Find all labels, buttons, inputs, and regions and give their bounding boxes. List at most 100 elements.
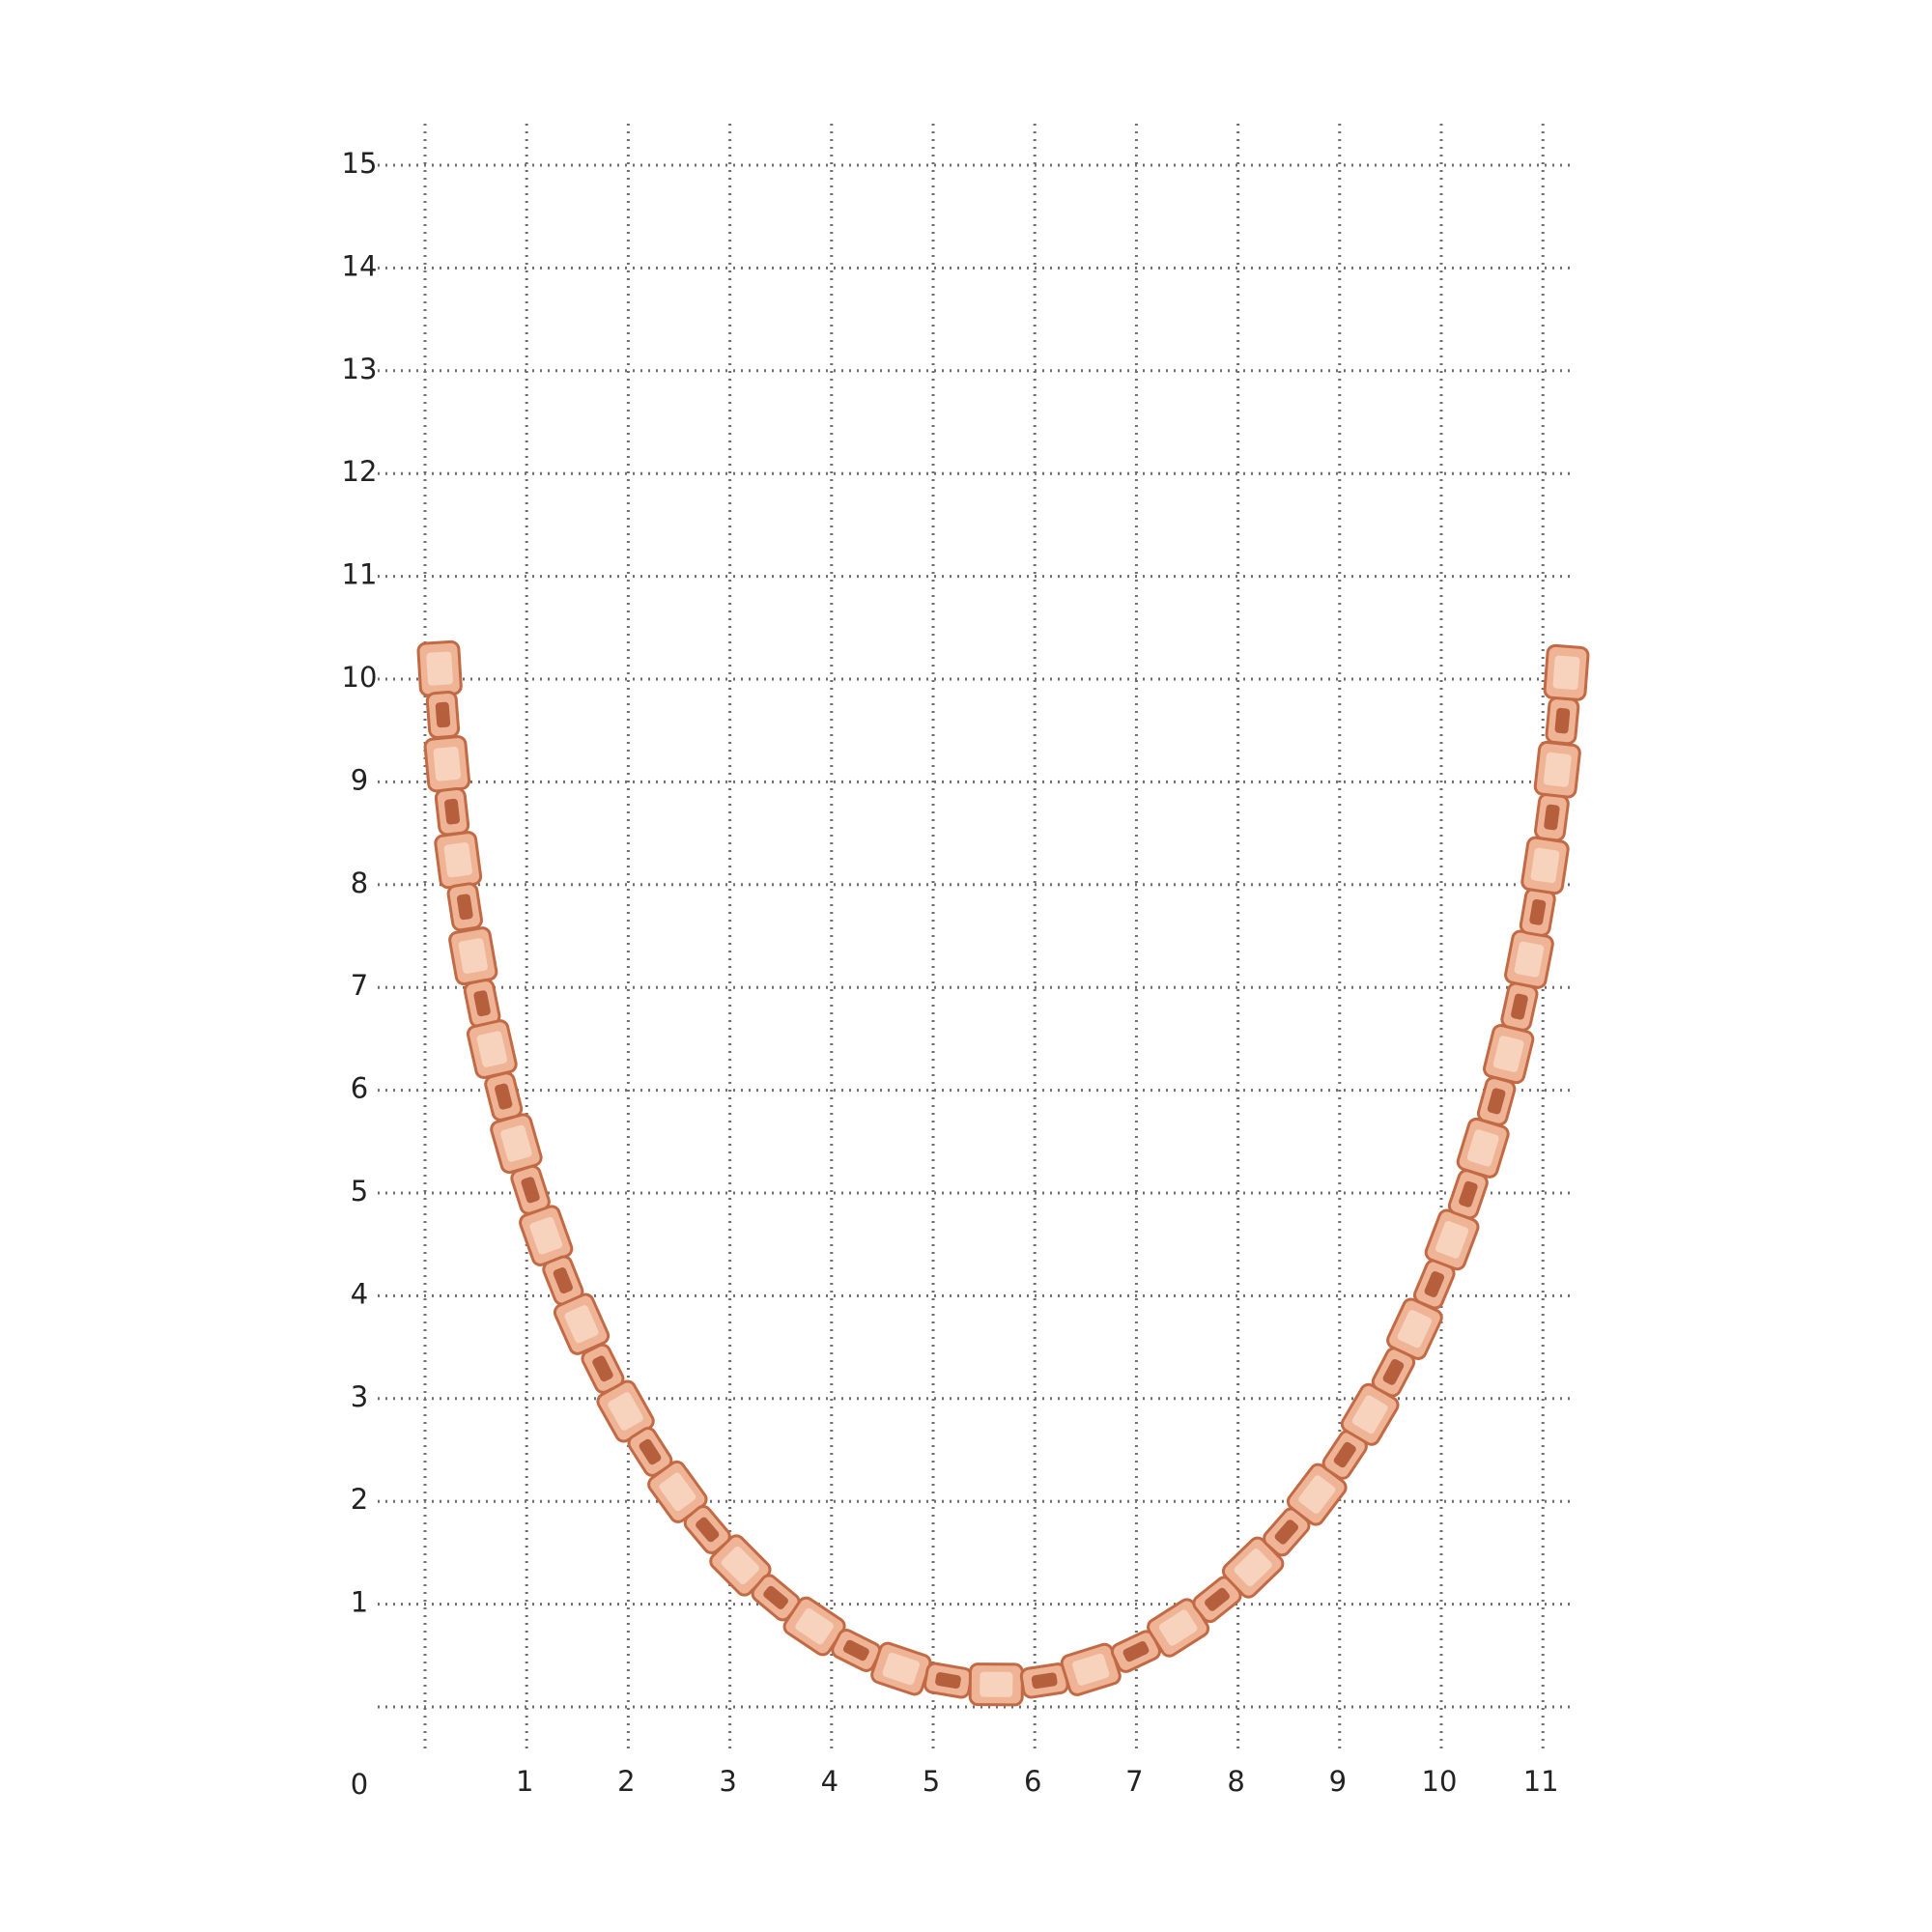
chain-link [1340, 1382, 1400, 1446]
link-hole [1435, 1221, 1469, 1259]
link-hole [443, 842, 472, 878]
link-hole [608, 1392, 643, 1431]
chain-link [1504, 929, 1554, 989]
link-hole [592, 1355, 613, 1382]
link-hole [426, 651, 453, 686]
y-label: 6 [351, 1072, 368, 1105]
y-label: 11 [342, 558, 378, 591]
y-label: 12 [342, 455, 378, 488]
x-label: 8 [1227, 1765, 1244, 1798]
y-label: 4 [351, 1277, 368, 1310]
y-label: 3 [351, 1380, 368, 1413]
chain [416, 639, 1590, 1707]
chain-link [1534, 792, 1570, 842]
chain-link [423, 735, 471, 793]
link-hole [935, 1672, 961, 1690]
link-hole [882, 1652, 921, 1686]
chain-link [831, 1628, 882, 1672]
link-hole [1492, 1036, 1524, 1072]
x-label: 11 [1523, 1765, 1559, 1798]
chain-link [709, 1534, 772, 1597]
x-label: 3 [719, 1765, 736, 1798]
chain-link [1456, 1117, 1510, 1179]
link-hole [1544, 804, 1560, 831]
x-label: 1 [516, 1765, 533, 1798]
link-hole [444, 798, 461, 825]
link-hole [458, 938, 488, 974]
link-hole [639, 1438, 662, 1465]
link-hole [842, 1639, 869, 1662]
link-hole [1459, 1180, 1478, 1208]
link-hole [495, 1083, 513, 1110]
x-label: 9 [1329, 1765, 1347, 1798]
y-label: 15 [342, 147, 378, 180]
y-label: 10 [342, 661, 378, 694]
chain-link [581, 1343, 625, 1394]
x-label: 4 [821, 1765, 838, 1798]
link-hole [476, 1031, 507, 1067]
chain-link [416, 639, 463, 697]
link-hole [1122, 1641, 1150, 1662]
y-label: 7 [351, 969, 368, 1002]
link-hole [1424, 1271, 1445, 1297]
chain-link [923, 1662, 973, 1699]
link-hole [1382, 1358, 1405, 1385]
chain-link [1447, 1169, 1489, 1220]
chain-link [1545, 696, 1580, 746]
y-label: 0 [351, 1768, 368, 1801]
y-label: 5 [351, 1175, 368, 1208]
chain-link [1533, 740, 1581, 799]
chain-link [466, 1019, 518, 1080]
link-hole [1514, 941, 1545, 978]
link-hole [1554, 707, 1571, 734]
link-hole [1205, 1587, 1230, 1611]
x-label: 6 [1024, 1765, 1041, 1798]
chain-link [434, 786, 470, 837]
x-label: 2 [617, 1765, 635, 1798]
y-label: 13 [342, 353, 378, 385]
chain-link [596, 1379, 655, 1443]
x-label: 5 [923, 1765, 940, 1798]
link-hole [473, 990, 491, 1017]
chain-link [1019, 1662, 1069, 1699]
link-hole [500, 1124, 532, 1162]
link-hole [795, 1607, 834, 1645]
y-label: 8 [351, 867, 368, 899]
link-hole [1530, 847, 1560, 884]
link-hole [721, 1546, 759, 1585]
link-hole [1158, 1609, 1198, 1646]
y-label: 9 [351, 763, 368, 796]
link-hole [696, 1517, 720, 1543]
link-hole [1487, 1088, 1506, 1115]
link-hole [456, 894, 473, 921]
link-hole [553, 1267, 573, 1293]
chain-link [425, 690, 461, 739]
chain-link [968, 1662, 1024, 1707]
chain-link [1500, 981, 1539, 1032]
link-hole [659, 1472, 696, 1512]
link-hole [763, 1585, 788, 1609]
link-hole [1072, 1653, 1110, 1686]
chain-link [1519, 887, 1556, 937]
chain-link [1147, 1598, 1210, 1658]
chain-link [519, 1205, 574, 1266]
link-hole [1234, 1548, 1272, 1587]
link-hole [1466, 1129, 1499, 1167]
link-hole [1543, 752, 1572, 787]
link-hole [1397, 1310, 1433, 1349]
x-label: 10 [1422, 1765, 1458, 1798]
y-label: 1 [351, 1586, 368, 1619]
link-hole [980, 1671, 1013, 1697]
link-hole [435, 701, 451, 728]
chain-link [1543, 643, 1590, 701]
link-hole [1274, 1520, 1299, 1545]
link-hole [1529, 898, 1547, 925]
chain-link [448, 926, 498, 986]
chain-link [1110, 1630, 1162, 1673]
link-hole [564, 1305, 599, 1344]
chain-link [484, 1071, 524, 1122]
chain-link [434, 831, 483, 890]
x-label: 7 [1125, 1765, 1143, 1798]
